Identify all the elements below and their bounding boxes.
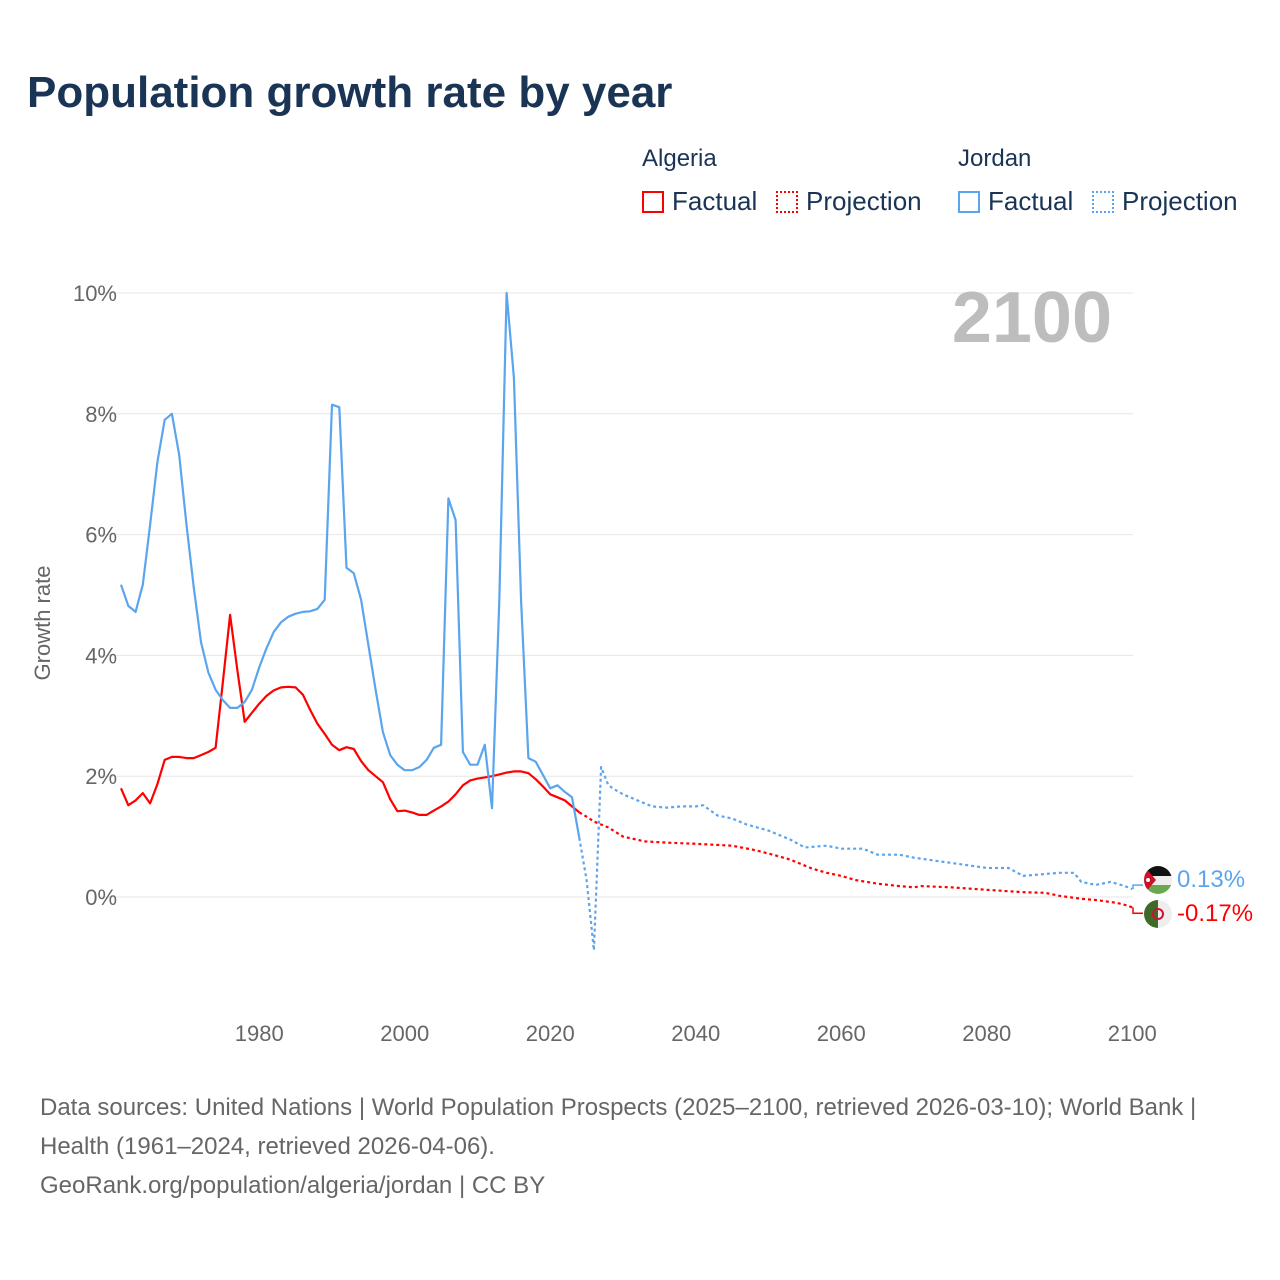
legend-jordan-factual[interactable]: Factual: [958, 186, 1073, 217]
legend-swatch-solid: [642, 190, 664, 213]
data-sources: Data sources: United Nations | World Pop…: [40, 1094, 1197, 1160]
legend-group-jordan: Jordan: [958, 145, 1032, 172]
legend-jordan-projection[interactable]: Projection: [1092, 186, 1238, 217]
series-line-jordan-projection: [578, 765, 1133, 952]
legend-label: Factual: [672, 186, 758, 216]
legend-algeria-factual[interactable]: Factual: [642, 186, 757, 217]
legend-label: Projection: [806, 186, 922, 216]
jordan-end-value: 0.13%: [1177, 866, 1245, 893]
legend-group-algeria: Algeria: [642, 145, 717, 172]
y-tick-label: 8%: [85, 402, 117, 427]
series-line-jordan-factual: [119, 291, 581, 838]
y-tick-label: 6%: [85, 523, 117, 548]
x-tick-label: 2000: [380, 1021, 429, 1046]
legend-label: Projection: [1122, 186, 1238, 216]
x-tick-label: 2040: [671, 1021, 720, 1046]
algeria-end-value: -0.17%: [1177, 900, 1253, 927]
legend-algeria-projection[interactable]: Projection: [776, 186, 922, 217]
legend-label: Factual: [988, 186, 1074, 216]
x-tick-label: 2080: [962, 1021, 1011, 1046]
x-tick-label: 2100: [1108, 1021, 1157, 1046]
credit-link[interactable]: GeoRank.org/population/algeria/jordan | …: [40, 1172, 546, 1199]
chart-title: Population growth rate by year: [27, 68, 673, 117]
jordan-marker-connector: [1132, 884, 1143, 890]
y-tick-label: 2%: [85, 764, 117, 789]
series-line-algeria-projection: [578, 811, 1133, 909]
footer: Data sources: United Nations | World Pop…: [40, 1088, 1240, 1205]
algeria-marker-connector: [1132, 907, 1143, 915]
y-tick-label: 0%: [85, 885, 117, 910]
line-chart: 0% 2% 4% 6% 8% 10% 1980 2000 2020 2040 2060 2080 210…: [30, 278, 1253, 1046]
y-tick-label: 10%: [73, 281, 117, 306]
algeria-flag-icon: [1144, 900, 1172, 928]
x-tick-label: 2020: [526, 1021, 575, 1046]
series-line-algeria-factual: [119, 613, 580, 817]
legend-swatch-dotted: [1092, 190, 1114, 213]
year-indicator: 2100: [952, 278, 1112, 358]
x-tick-label: 2060: [817, 1021, 866, 1046]
y-axis-label: Growth rate: [30, 566, 55, 681]
y-tick-label: 4%: [85, 643, 117, 668]
legend-swatch-solid: [958, 190, 980, 213]
jordan-flag-icon: [1144, 866, 1172, 894]
legend-swatch-dotted: [776, 190, 798, 213]
x-tick-label: 1980: [235, 1021, 284, 1046]
